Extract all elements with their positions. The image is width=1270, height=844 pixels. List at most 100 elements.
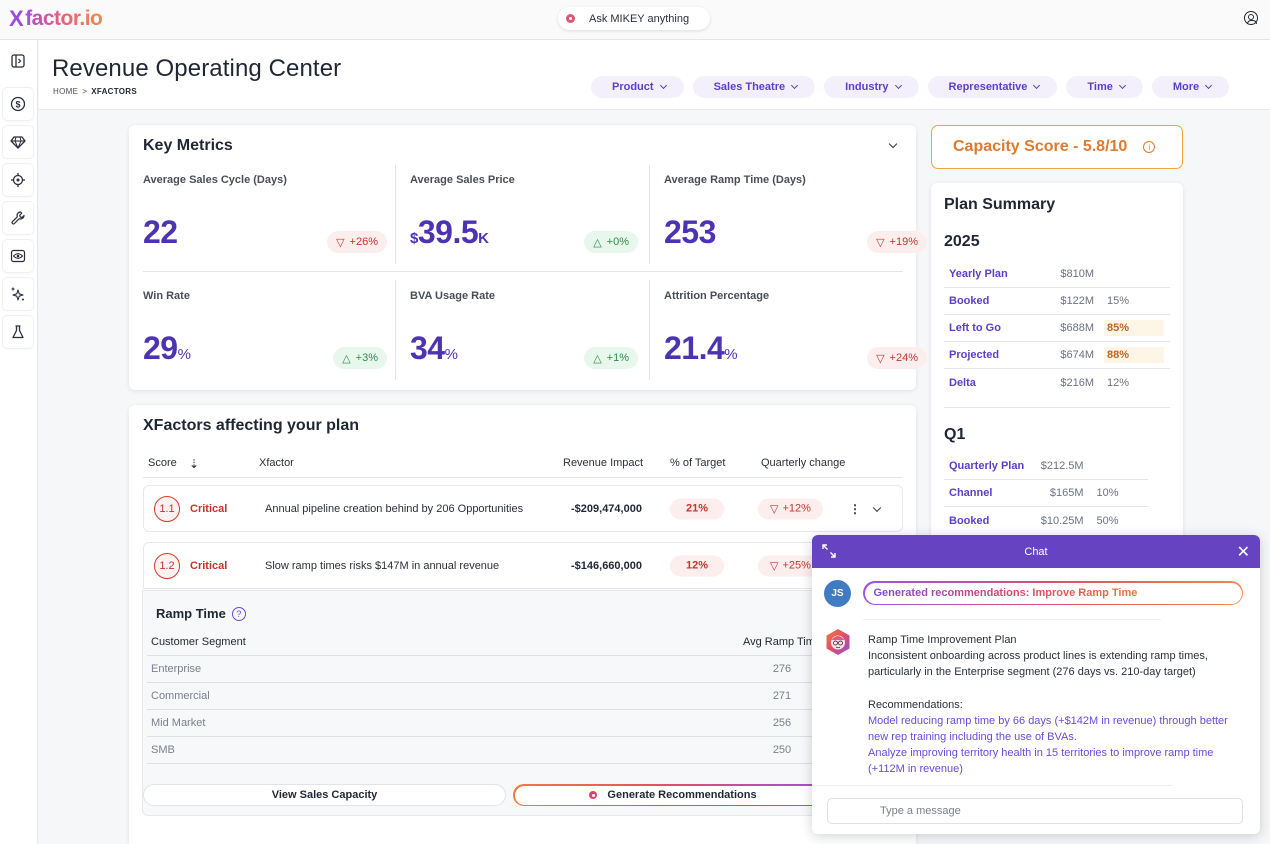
divider: [143, 271, 903, 272]
metric-label: Attrition Percentage: [664, 290, 770, 302]
chevron-down-icon: [659, 81, 667, 90]
metric-value: 22: [143, 214, 178, 250]
quarterly-plan-table: Quarterly Plan $212.5M Channel $165M 10% Bo…: [944, 453, 1148, 534]
expand-icon[interactable]: [822, 544, 836, 558]
pct-target-badge: 12%: [670, 555, 724, 576]
recommendation-link[interactable]: Model reducing ramp time by 66 days (+$1…: [868, 714, 1228, 744]
year-heading: 2025: [944, 233, 980, 250]
xfactor-row[interactable]: 1.2 Critical Slow ramp times risks $147M…: [143, 542, 903, 589]
plan-row: Projected $674M 88%: [944, 342, 1170, 369]
user-profile-icon[interactable]: [1244, 11, 1258, 25]
breadcrumb: HOME > XFACTORS: [53, 87, 137, 96]
metric-avg-sales-price[interactable]: Average Sales Price $39.5K △ +0%: [410, 162, 664, 267]
xfactor-description: Annual pipeline creation behind by 206 O…: [265, 502, 524, 515]
metric-value: 29%: [143, 330, 191, 366]
sidebar: $: [0, 40, 38, 844]
info-icon[interactable]: i: [1143, 141, 1156, 153]
key-metrics-card: Key Metrics Average Sales Cycle (Days) 2…: [129, 125, 927, 390]
filter-time[interactable]: Time: [1066, 76, 1143, 98]
metric-bva-usage-rate[interactable]: BVA Usage Rate 34% △ +1%: [410, 278, 664, 383]
table-header: Customer Segment Avg Ramp Time: [147, 629, 837, 656]
metric-label: Average Sales Cycle (Days): [143, 174, 287, 186]
chat-header: Chat ✕: [812, 535, 1260, 568]
triangle-down-icon: ▽: [770, 503, 779, 515]
collapse-chevron-icon[interactable]: [888, 139, 898, 149]
expand-chevron-icon[interactable]: [872, 503, 882, 512]
metric-label: Average Sales Price: [410, 174, 515, 186]
chat-message-input[interactable]: [827, 798, 1243, 824]
recommendation-link[interactable]: Analyze improving territory health in 15…: [868, 747, 1214, 776]
wrench-icon: [11, 211, 25, 225]
close-icon[interactable]: ✕: [1236, 544, 1250, 561]
column-xfactor: Xfactor: [259, 457, 294, 469]
sidebar-item-value[interactable]: [3, 126, 33, 158]
triangle-down-icon: ▽: [336, 236, 345, 249]
logo[interactable]: X factor.io: [9, 6, 103, 32]
plan-row: Booked $122M 15%: [944, 288, 1170, 315]
sidebar-toggle-button[interactable]: [8, 52, 28, 70]
metric-win-rate[interactable]: Win Rate 29% △ +3%: [143, 278, 397, 383]
plan-summary-title: Plan Summary: [944, 196, 1056, 213]
filter-more[interactable]: More: [1151, 76, 1230, 98]
logo-text: factor.io: [25, 7, 103, 30]
sidebar-item-lab[interactable]: [3, 316, 33, 348]
breadcrumb-home[interactable]: HOME: [53, 87, 79, 96]
page-header: Revenue Operating Center HOME > XFACTORS…: [39, 40, 1270, 110]
page-title: Revenue Operating Center: [52, 55, 342, 82]
filter-label: More: [1172, 81, 1200, 93]
mikey-icon: [589, 791, 598, 799]
more-options-icon[interactable]: ⋮: [849, 501, 861, 516]
top-bar: X factor.io Ask MIKEY anything: [0, 0, 1270, 40]
xfactor-row[interactable]: 1.1 Critical Annual pipeline creation be…: [143, 485, 903, 532]
quarter-heading: Q1: [944, 426, 966, 443]
yearly-plan-table: Yearly Plan $810M Booked $122M 15% Left to …: [944, 261, 1170, 396]
ramp-time-table: Customer Segment Avg Ramp Time Enterprise…: [147, 629, 837, 764]
column-quarterly-change: Quarterly change: [761, 457, 846, 469]
triangle-down-icon: ▽: [876, 236, 885, 249]
sidebar-item-targets[interactable]: [3, 164, 33, 196]
metric-attrition-percentage[interactable]: Attrition Percentage 21.4% ▽ +24%: [664, 278, 927, 383]
sidebar-item-insights[interactable]: [3, 240, 33, 272]
ramp-time-title: Ramp Time ?: [156, 606, 246, 621]
filter-label: Representative: [948, 81, 1028, 93]
plan-row: Left to Go $688M 85%: [944, 315, 1170, 342]
xfactors-table-header: Score ⇣ Xfactor Revenue Impact % of Targ…: [143, 457, 903, 478]
triangle-up-icon: △: [593, 352, 602, 365]
metric-value: 34%: [410, 330, 458, 366]
svg-text:$: $: [15, 100, 20, 110]
bot-message: Ramp Time Improvement Plan Inconsistent …: [868, 632, 1248, 778]
sort-icon[interactable]: ⇣: [189, 457, 200, 471]
chevron-down-icon: [1205, 81, 1213, 90]
key-metrics-title: Key Metrics: [143, 137, 233, 154]
score-badge: 1.2: [154, 552, 180, 579]
table-row: Commercial 271: [147, 683, 837, 710]
filter-sales-theatre[interactable]: Sales Theatre: [692, 76, 816, 98]
change-badge: △ +0%: [584, 231, 638, 253]
plan-row: Delta $216M 12%: [949, 376, 1130, 389]
filter-product[interactable]: Product: [591, 76, 684, 98]
eye-icon: [10, 249, 26, 263]
metric-avg-ramp-time[interactable]: Average Ramp Time (Days) 253 ▽ +19%: [664, 162, 927, 267]
plan-row: Channel $165M 10%: [944, 480, 1148, 507]
sidebar-item-revenue[interactable]: $: [3, 88, 33, 120]
column-revenue-impact: Revenue Impact: [563, 457, 644, 469]
sidebar-item-tools[interactable]: [3, 202, 33, 234]
view-sales-capacity-button[interactable]: View Sales Capacity: [143, 784, 506, 806]
help-icon[interactable]: ?: [231, 606, 246, 621]
generate-recommendations-button[interactable]: Generate Recommendations: [513, 784, 833, 806]
filter-representative[interactable]: Representative: [927, 76, 1058, 98]
metric-value: 21.4%: [664, 330, 738, 366]
revenue-impact: -$146,660,000: [571, 559, 642, 572]
filter-label: Product: [612, 81, 654, 93]
metric-label: BVA Usage Rate: [410, 290, 495, 302]
column-score[interactable]: Score: [148, 457, 177, 469]
mikey-avatar-icon: [826, 629, 850, 655]
ask-mikey-button[interactable]: Ask MIKEY anything: [558, 7, 710, 30]
sidebar-item-ai[interactable]: [3, 278, 33, 310]
capacity-score[interactable]: Capacity Score - 5.8/10 i: [931, 125, 1183, 169]
metric-avg-sales-cycle[interactable]: Average Sales Cycle (Days) 22 ▽ +26%: [143, 162, 397, 267]
divider: [863, 619, 1161, 620]
user-avatar: JS: [824, 580, 851, 607]
chevron-down-icon: [1118, 81, 1126, 90]
filter-industry[interactable]: Industry: [824, 76, 919, 98]
